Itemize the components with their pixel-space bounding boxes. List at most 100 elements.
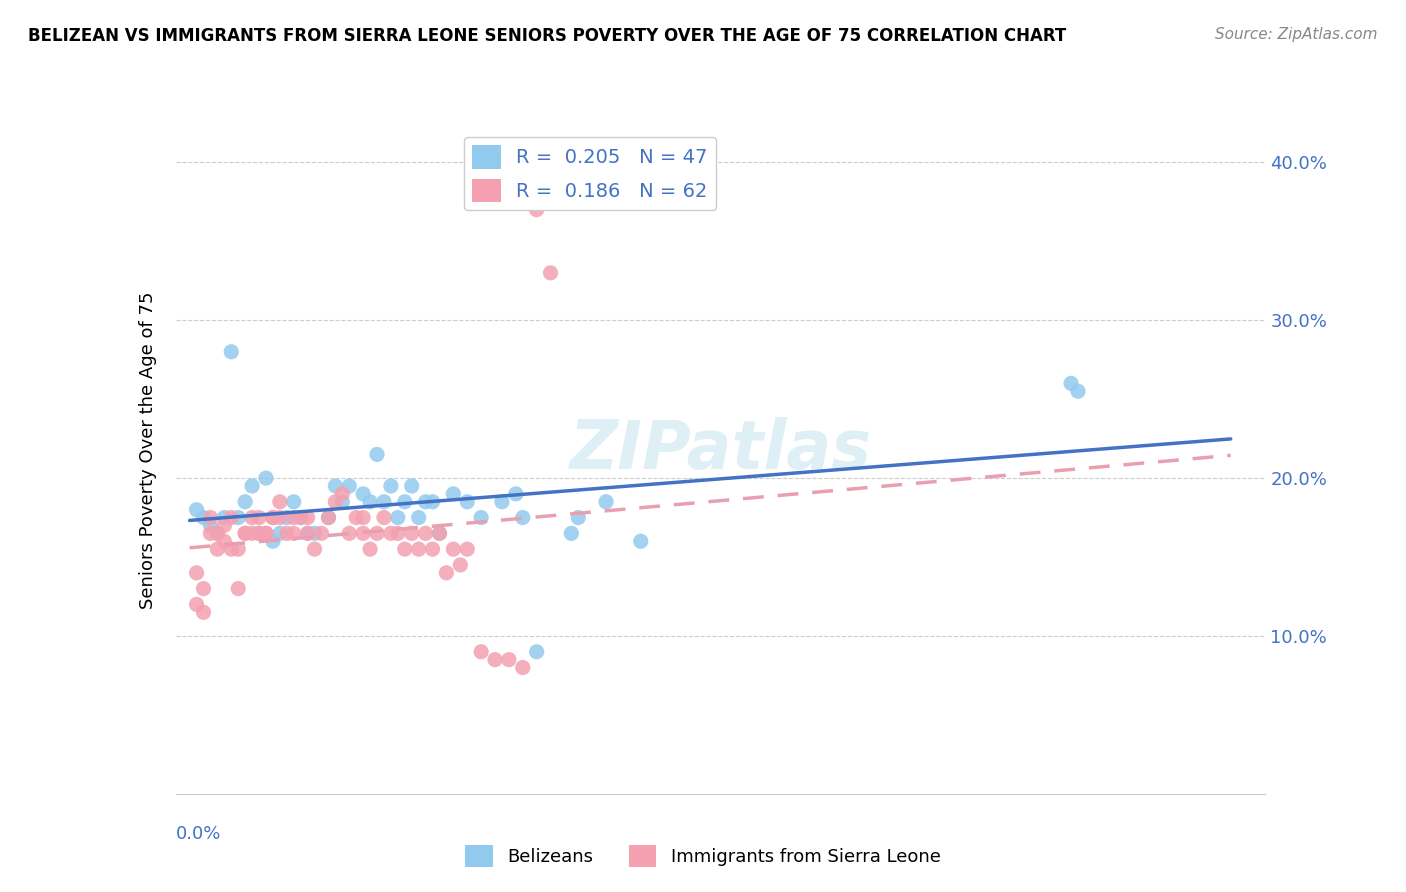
Point <box>567 510 589 524</box>
Point <box>630 534 652 549</box>
Point <box>247 526 270 541</box>
Point <box>304 526 326 541</box>
Point <box>193 510 215 524</box>
Point <box>422 542 444 557</box>
Point <box>470 645 492 659</box>
Point <box>207 542 229 557</box>
Point <box>200 510 222 524</box>
Text: ZIPatlas: ZIPatlas <box>569 417 872 483</box>
Point <box>186 502 208 516</box>
Point <box>262 510 284 524</box>
Point <box>330 495 353 509</box>
Point <box>233 495 256 509</box>
Point <box>505 487 527 501</box>
Point <box>262 510 284 524</box>
Point <box>484 653 506 667</box>
Point <box>449 558 471 572</box>
Point <box>276 526 298 541</box>
Point <box>337 479 360 493</box>
Point <box>254 526 277 541</box>
Point <box>226 582 249 596</box>
Point <box>415 526 437 541</box>
Point <box>380 479 402 493</box>
Point <box>240 479 263 493</box>
Point <box>352 487 374 501</box>
Point <box>422 495 444 509</box>
Point <box>359 542 381 557</box>
Point <box>226 510 249 524</box>
Point <box>415 495 437 509</box>
Point <box>1060 376 1083 391</box>
Point <box>408 542 430 557</box>
Point <box>269 510 291 524</box>
Y-axis label: Seniors Poverty Over the Age of 75: Seniors Poverty Over the Age of 75 <box>139 292 157 609</box>
Point <box>193 582 215 596</box>
Point <box>366 526 388 541</box>
Point <box>207 526 229 541</box>
Point <box>297 510 319 524</box>
Point <box>526 202 548 217</box>
Point <box>373 495 395 509</box>
Point <box>219 344 242 359</box>
Point <box>254 471 277 485</box>
Point <box>233 526 256 541</box>
Point <box>297 526 319 541</box>
Point <box>526 645 548 659</box>
Point <box>429 526 451 541</box>
Point <box>311 526 333 541</box>
Point <box>283 510 305 524</box>
Point <box>441 487 464 501</box>
Point <box>387 510 409 524</box>
Point <box>352 510 374 524</box>
Point <box>373 510 395 524</box>
Point <box>337 526 360 541</box>
Point <box>214 510 236 524</box>
Point <box>394 542 416 557</box>
Point <box>560 526 582 541</box>
Point <box>401 526 423 541</box>
Point <box>219 510 242 524</box>
Point <box>214 518 236 533</box>
Point <box>380 526 402 541</box>
Point <box>498 653 520 667</box>
Point <box>325 495 347 509</box>
Point <box>344 510 367 524</box>
Text: 0.0%: 0.0% <box>176 825 221 843</box>
Point <box>207 526 229 541</box>
Point <box>214 534 236 549</box>
Point <box>200 518 222 533</box>
Point <box>269 495 291 509</box>
Point <box>512 510 534 524</box>
Point <box>240 510 263 524</box>
Point <box>366 447 388 461</box>
Point <box>394 495 416 509</box>
Point <box>595 495 617 509</box>
Point <box>262 534 284 549</box>
Point <box>318 510 340 524</box>
Legend: R =  0.205   N = 47, R =  0.186   N = 62: R = 0.205 N = 47, R = 0.186 N = 62 <box>464 137 716 211</box>
Point <box>330 487 353 501</box>
Point <box>441 542 464 557</box>
Point <box>186 598 208 612</box>
Point <box>247 510 270 524</box>
Point <box>283 526 305 541</box>
Point <box>429 526 451 541</box>
Point <box>283 495 305 509</box>
Point <box>240 526 263 541</box>
Point <box>387 526 409 541</box>
Point <box>470 510 492 524</box>
Point <box>456 542 478 557</box>
Point <box>408 510 430 524</box>
Point <box>359 495 381 509</box>
Point <box>276 510 298 524</box>
Point <box>456 495 478 509</box>
Point <box>491 495 513 509</box>
Point <box>325 479 347 493</box>
Point <box>186 566 208 580</box>
Point <box>247 526 270 541</box>
Point <box>233 526 256 541</box>
Point <box>290 510 312 524</box>
Point <box>1067 384 1090 399</box>
Text: BELIZEAN VS IMMIGRANTS FROM SIERRA LEONE SENIORS POVERTY OVER THE AGE OF 75 CORR: BELIZEAN VS IMMIGRANTS FROM SIERRA LEONE… <box>28 27 1066 45</box>
Point <box>269 526 291 541</box>
